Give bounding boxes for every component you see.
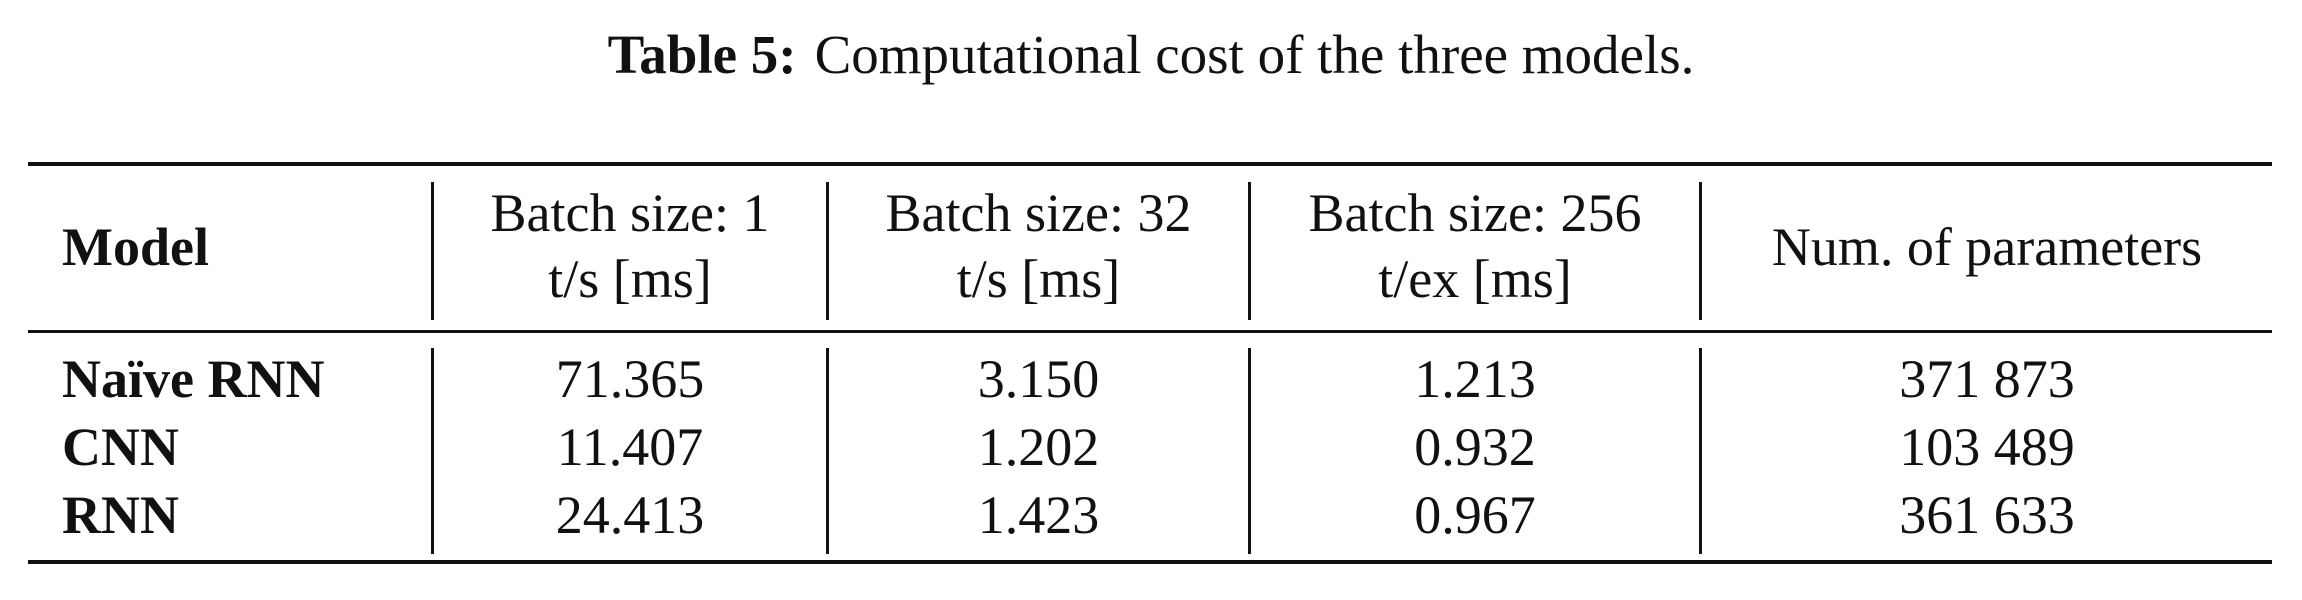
- row-model-cnn: CNN: [62, 417, 179, 477]
- cell-rnn-batch32: 1.423: [977, 485, 1100, 545]
- table-caption-label: Table 5:: [607, 24, 797, 85]
- header-column-separator: [1699, 182, 1702, 320]
- row-model-rnn: RNN: [62, 485, 179, 545]
- header-column-separator: [431, 182, 434, 320]
- header-batch-32-line2: t/s [ms]: [956, 249, 1121, 309]
- cell-rnn-batch1: 24.413: [555, 485, 705, 545]
- row-model-naive-rnn: Naïve RNN: [62, 349, 325, 409]
- cell-cnn-batch1: 11.407: [556, 417, 704, 477]
- cell-naive-rnn-batch1: 71.365: [555, 349, 705, 409]
- body-column-separator: [431, 348, 434, 554]
- header-model: Model: [62, 217, 209, 277]
- header-num-parameters: Num. of parameters: [1771, 217, 2203, 277]
- table-bottom-rule: [28, 560, 2272, 564]
- cell-naive-rnn-batch32: 3.150: [977, 349, 1100, 409]
- table-top-rule: [28, 162, 2272, 166]
- header-batch-256-line2: t/ex [ms]: [1378, 249, 1572, 309]
- header-batch-256: Batch size: 256 t/ex [ms]: [1251, 180, 1699, 312]
- header-column-separator: [826, 182, 829, 320]
- table-caption: Table 5: Computational cost of the three …: [0, 22, 2302, 88]
- cell-naive-rnn-batch256: 1.213: [1414, 349, 1536, 409]
- header-batch-32-line1: Batch size: 32: [885, 183, 1192, 243]
- cell-rnn-batch256: 0.967: [1414, 485, 1536, 545]
- header-batch-256-line1: Batch size: 256: [1308, 183, 1642, 243]
- header-batch-1: Batch size: 1 t/s [ms]: [434, 180, 826, 312]
- cell-cnn-batch32: 1.202: [977, 417, 1100, 477]
- table-header-rule: [28, 330, 2272, 333]
- header-batch-1-line1: Batch size: 1: [490, 183, 770, 243]
- cell-naive-rnn-params: 371 873: [1899, 349, 2075, 409]
- table-caption-text: Computational cost of the three models.: [814, 24, 1695, 85]
- header-batch-1-line2: t/s [ms]: [548, 249, 712, 309]
- cell-cnn-params: 103 489: [1899, 417, 2075, 477]
- cell-rnn-params: 361 633: [1899, 485, 2075, 545]
- header-batch-32: Batch size: 32 t/s [ms]: [829, 180, 1248, 312]
- body-column-separator: [1248, 348, 1251, 554]
- header-column-separator: [1248, 182, 1251, 320]
- body-column-separator: [826, 348, 829, 554]
- cell-cnn-batch256: 0.932: [1414, 417, 1536, 477]
- body-column-separator: [1699, 348, 1702, 554]
